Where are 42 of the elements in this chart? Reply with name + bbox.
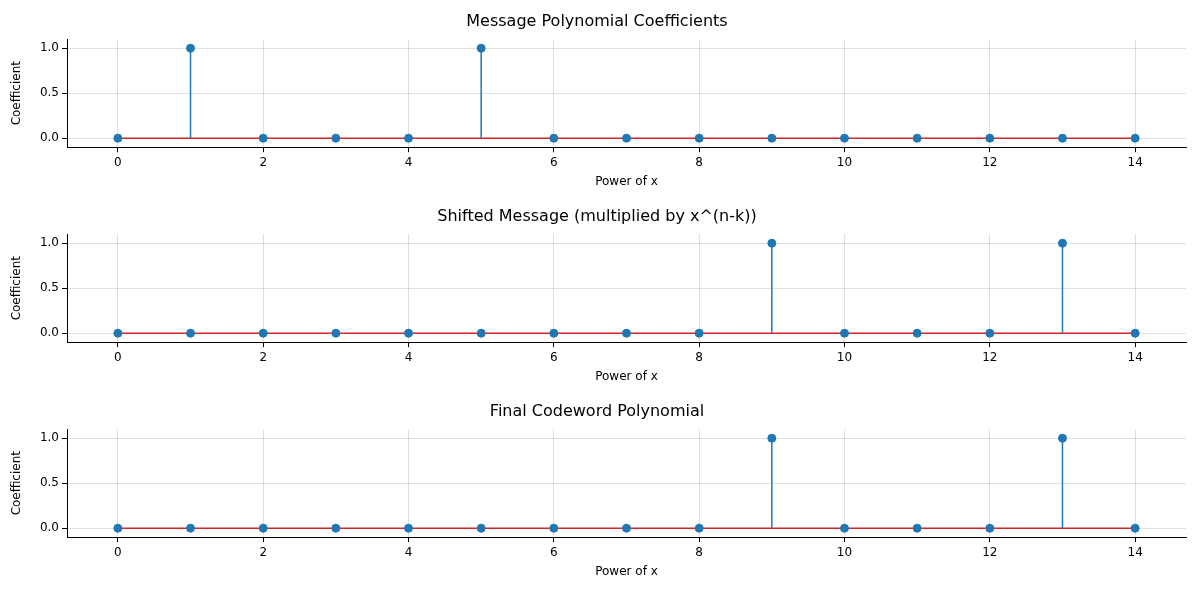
- x-tick-label: 8: [695, 349, 703, 364]
- x-axis-title: Power of x: [595, 563, 658, 578]
- y-axis-title: Coefficient: [9, 450, 24, 516]
- x-tick-label: 10: [836, 349, 853, 364]
- x-tick-label: 14: [1127, 544, 1143, 559]
- x-tick-label: 10: [836, 154, 853, 169]
- x-tick-label: 2: [259, 544, 268, 559]
- x-tick-label: 0: [114, 544, 122, 559]
- y-tick-label: 0.5: [39, 475, 59, 490]
- chart-title: Shifted Message (multiplied by x^(n-k)): [437, 205, 757, 225]
- x-tick-label: 8: [695, 544, 703, 559]
- y-tick-label: 0.5: [39, 280, 59, 295]
- x-tick-label: 4: [404, 349, 413, 364]
- y-tick-label: 1.0: [39, 430, 59, 445]
- y-tick-label: 0.5: [39, 85, 59, 100]
- y-tick-label: 1.0: [39, 235, 59, 250]
- y-tick-label: 0.0: [39, 130, 59, 145]
- x-tick-label: 10: [836, 544, 853, 559]
- x-axis-title: Power of x: [595, 173, 658, 188]
- x-tick-label: 14: [1127, 154, 1143, 169]
- x-tick-label: 2: [259, 349, 268, 364]
- y-tick-label: 0.0: [39, 520, 59, 535]
- x-tick-label: 14: [1127, 349, 1143, 364]
- y-axis-title: Coefficient: [9, 255, 24, 321]
- x-tick-label: 0: [114, 349, 122, 364]
- x-tick-label: 12: [982, 544, 998, 559]
- x-tick-label: 2: [259, 154, 268, 169]
- chart-title: Final Codeword Polynomial: [489, 400, 705, 420]
- x-tick-label: 6: [550, 154, 558, 169]
- y-tick-label: 1.0: [39, 40, 59, 55]
- x-tick-label: 4: [404, 154, 413, 169]
- y-axis-title: Coefficient: [9, 60, 24, 126]
- chart-title: Message Polynomial Coefficients: [466, 10, 728, 30]
- y-tick-label: 0.0: [39, 325, 59, 340]
- x-tick-label: 6: [550, 544, 558, 559]
- x-tick-label: 6: [550, 349, 558, 364]
- x-axis-title: Power of x: [595, 368, 658, 383]
- x-tick-label: 12: [982, 349, 998, 364]
- x-tick-label: 12: [982, 154, 998, 169]
- x-tick-label: 8: [695, 154, 703, 169]
- x-tick-label: 0: [114, 154, 122, 169]
- x-tick-label: 4: [404, 544, 413, 559]
